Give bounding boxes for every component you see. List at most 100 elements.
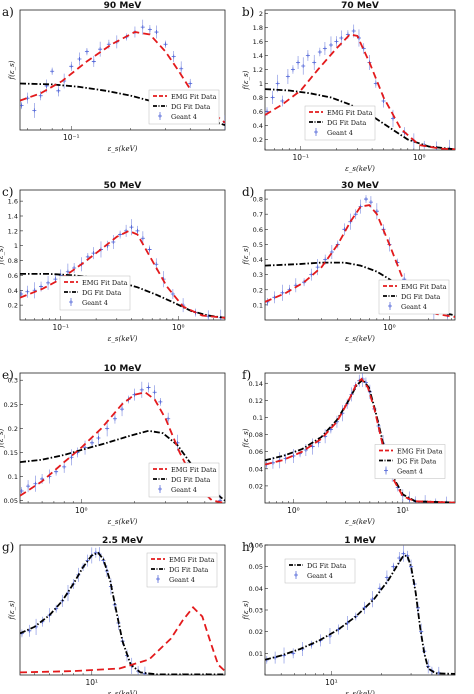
chart-panel-7: h) 1 MeV 0.01 0.02 0.03 0.04 0.05 0.06 10¹ ε_s(ke… xyxy=(242,536,456,694)
x-tick-label: 10⁰ xyxy=(75,506,88,515)
legend-label: Geant 4 xyxy=(307,572,333,580)
geant-point xyxy=(323,257,328,262)
geant-point xyxy=(98,47,103,52)
geant-point xyxy=(32,108,37,113)
y-tick-label: 1.6 xyxy=(253,38,263,46)
y-tick-label: 0.7 xyxy=(253,211,263,219)
geant-point xyxy=(140,236,145,241)
y-axis-label: f(ε_s) xyxy=(8,60,16,80)
geant-point xyxy=(322,46,327,51)
geant-point xyxy=(280,99,285,103)
geant-point xyxy=(20,292,24,296)
legend-label: DG Fit Data xyxy=(171,103,210,111)
geant-point xyxy=(91,251,96,256)
legend-label: Geant 4 xyxy=(171,486,197,494)
x-tick-label: 10⁻¹ xyxy=(52,323,69,332)
y-tick-label: 0.03 xyxy=(249,607,263,615)
legend: EMG Fit Data DG Fit Data Geant 4 xyxy=(148,462,220,498)
x-tick-label: 10¹ xyxy=(325,678,338,687)
y-tick-label: 1.8 xyxy=(253,24,263,32)
geant-point xyxy=(90,440,95,445)
geant-point xyxy=(305,53,310,58)
y-tick-label: 0.5 xyxy=(253,241,263,249)
geant-point xyxy=(275,81,280,86)
emg-fit-line xyxy=(265,377,455,503)
geant-point xyxy=(296,60,301,65)
y-tick-label: 0.14 xyxy=(249,380,263,388)
legend-geant-swatch xyxy=(156,577,160,581)
geant-point xyxy=(179,66,184,71)
x-tick-label: 10⁰ xyxy=(172,323,185,332)
y-axis-label: f(ε_s) xyxy=(242,600,250,620)
y-tick-label: 1.2 xyxy=(8,227,18,235)
legend-geant-swatch xyxy=(294,573,298,577)
y-tick-label: 0.05 xyxy=(4,497,18,505)
plot-area xyxy=(20,547,225,675)
geant-point xyxy=(56,88,61,93)
panel-letter: f) xyxy=(242,368,251,382)
geant-point xyxy=(77,56,82,61)
geant-point xyxy=(25,289,30,294)
x-axis-label: ε_s(keV) xyxy=(345,335,375,343)
legend-label: DG Fit Data xyxy=(82,289,121,297)
panel-letter: h) xyxy=(242,540,254,554)
geant-point xyxy=(27,628,32,633)
panel-letter: d) xyxy=(242,185,254,199)
geant-point xyxy=(370,597,375,602)
y-tick-label: 0.04 xyxy=(249,465,263,473)
geant-point xyxy=(154,262,159,267)
chart-title: 70 MeV xyxy=(341,1,379,11)
dg-fit-line xyxy=(265,378,455,503)
legend-label: EMG Fit Data xyxy=(397,448,443,456)
legend-label: Geant 4 xyxy=(401,303,427,311)
x-axis-label: ε_s(keV) xyxy=(345,690,375,694)
geant-point xyxy=(53,277,58,282)
y-tick-label: 0.05 xyxy=(249,563,263,571)
legend-geant-swatch xyxy=(314,130,318,134)
legend-geant-swatch xyxy=(388,304,392,308)
geant-point xyxy=(285,74,290,79)
geant-point xyxy=(315,265,320,270)
x-tick-label: 10⁰ xyxy=(413,153,426,162)
geant-point xyxy=(301,64,306,68)
plot-area xyxy=(265,373,455,503)
y-tick-label: 0.12 xyxy=(249,397,263,405)
geant-point xyxy=(111,240,116,244)
legend: EMG Fit Data DG Fit Data Geant 4 xyxy=(148,89,220,125)
chart-title: 50 MeV xyxy=(104,181,142,191)
legend-label: Geant 4 xyxy=(171,113,197,121)
x-tick-label: 10⁰ xyxy=(287,506,300,515)
geant-point xyxy=(154,30,159,35)
geant-point xyxy=(146,385,151,390)
plot-frame xyxy=(19,189,226,321)
y-tick-label: 0.4 xyxy=(253,256,263,264)
plot-frame xyxy=(264,372,456,504)
geant-point xyxy=(280,290,285,295)
geant-point xyxy=(69,455,74,460)
chart-title: 90 MeV xyxy=(104,1,142,11)
geant-point xyxy=(390,116,395,121)
y-tick-label: 0.2 xyxy=(253,286,263,294)
geant-point xyxy=(312,60,317,65)
x-axis-label: ε_s(keV) xyxy=(108,145,138,153)
geant-point xyxy=(166,416,171,421)
geant-point xyxy=(84,49,89,54)
geant-point xyxy=(381,99,386,103)
legend-geant-swatch xyxy=(158,487,162,491)
panel-letter: c) xyxy=(2,185,13,199)
legend: EMG Fit Data DG Fit Data Geant 4 xyxy=(59,275,131,311)
y-tick-label: 0.1 xyxy=(8,473,18,481)
y-tick-label: 0.06 xyxy=(249,448,263,456)
legend-label: EMG Fit Data xyxy=(82,279,128,287)
legend: EMG Fit Data DG Fit Data Geant 4 xyxy=(378,279,450,315)
geant-point xyxy=(353,212,358,217)
chart-panel-0: a) 90 MeV 10⁻¹ ε_s(keV) f(ε_s) EMG Fit Data DG… xyxy=(2,1,226,153)
legend-label: DG Fit Data xyxy=(169,566,208,574)
panel-letter: b) xyxy=(242,5,254,19)
chart-title: 5 MeV xyxy=(344,364,375,374)
y-tick-label: 0.8 xyxy=(8,257,18,265)
y-tick-label: 0.2 xyxy=(8,302,18,310)
geant-point xyxy=(397,556,402,560)
geant-point xyxy=(329,249,334,254)
plot-frame xyxy=(264,9,456,151)
